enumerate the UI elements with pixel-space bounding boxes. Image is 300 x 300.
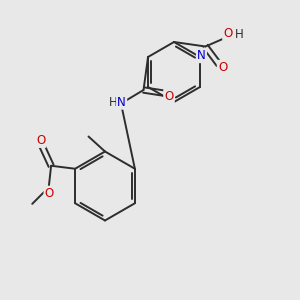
Text: N: N xyxy=(197,49,206,62)
Text: O: O xyxy=(224,26,232,40)
Text: N: N xyxy=(117,95,126,109)
Text: O: O xyxy=(36,134,45,147)
Text: O: O xyxy=(164,90,174,103)
Text: H: H xyxy=(109,95,118,109)
Text: O: O xyxy=(218,61,227,74)
Text: H: H xyxy=(235,28,244,41)
Text: O: O xyxy=(45,187,54,200)
